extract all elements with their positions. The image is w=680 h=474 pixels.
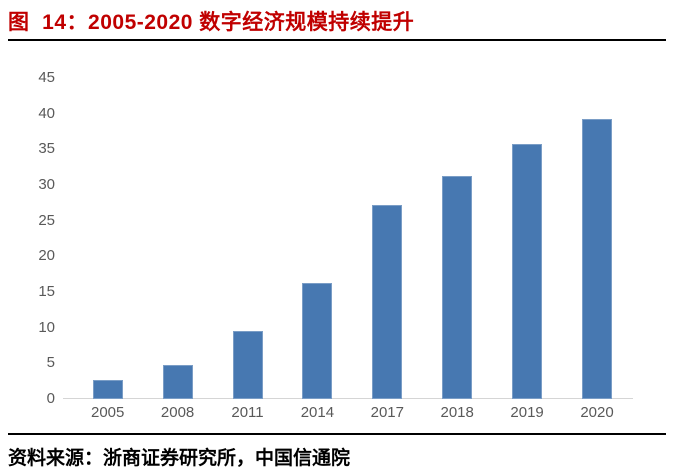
y-axis-tick-label: 30 — [38, 176, 55, 193]
bar-2020 — [582, 119, 612, 399]
y-axis-tick-label: 40 — [38, 104, 55, 122]
source-note: 资料来源：浙商证券研究所，中国信通院 — [8, 448, 351, 469]
x-axis-tick-label: 2019 — [510, 404, 544, 421]
bar-2014 — [302, 283, 333, 399]
bar-2005 — [92, 380, 123, 399]
x-axis-tick-label: 2011 — [231, 404, 264, 421]
x-axis-tick-label: 2020 — [580, 404, 614, 421]
y-axis-tick-label: 15 — [38, 283, 55, 300]
x-axis-tick-label: 2005 — [91, 404, 125, 421]
y-axis-tick-label: 25 — [38, 211, 55, 229]
x-axis-tick-label: 2008 — [160, 404, 195, 421]
y-axis-tick-label: 0 — [46, 390, 55, 407]
bar-2018 — [442, 175, 473, 399]
bar-2011 — [232, 331, 263, 399]
y-axis-tick-label: 35 — [38, 140, 55, 158]
x-axis-line — [63, 398, 633, 399]
y-axis-tick-label: 5 — [46, 354, 55, 372]
bar-2019 — [512, 143, 543, 399]
x-axis-tick-label: 2014 — [300, 404, 335, 421]
y-axis-tick-label: 10 — [38, 318, 55, 336]
y-axis-tick-label: 20 — [38, 247, 55, 265]
footer-rule — [8, 433, 666, 435]
bar-2017 — [372, 204, 403, 399]
figure-title: 图 14：2005-2020 数字经济规模持续提升 — [8, 11, 415, 34]
x-axis-tick-label: 2018 — [440, 404, 474, 421]
y-axis-tick-label: 45 — [38, 69, 55, 86]
bar-2008 — [162, 364, 193, 399]
title-underline-rule — [8, 39, 666, 41]
x-axis-tick-label: 2017 — [370, 404, 404, 421]
